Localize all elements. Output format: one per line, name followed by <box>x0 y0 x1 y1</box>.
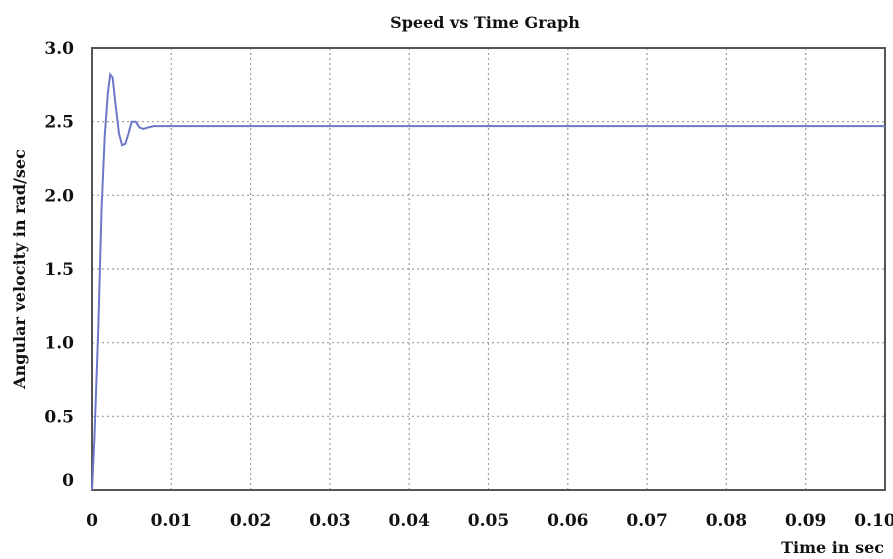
x-tick-label: 0 <box>86 511 98 531</box>
series-layer <box>91 72 885 491</box>
plot-frame <box>91 47 886 491</box>
x-tick-label: 0.06 <box>547 511 588 531</box>
y-tick-label: 3.0 <box>44 39 74 59</box>
grid <box>92 48 885 490</box>
x-tick-label: 0.10 <box>854 511 893 531</box>
x-tick-labels: 0 0.01 0.02 0.03 0.04 0.05 0.06 0.07 0.08 0.09 0.1… <box>86 511 893 531</box>
chart-title: Speed vs Time Graph <box>390 13 580 32</box>
x-tick-label: 0.04 <box>388 511 430 531</box>
y-tick-label: 1.5 <box>44 260 74 280</box>
speed-series-line <box>91 72 885 491</box>
y-tick-label: 0.5 <box>44 407 74 427</box>
x-axis-label: Time in sec <box>781 538 884 557</box>
x-tick-label: 0.07 <box>626 511 667 531</box>
x-tick-label: 0.03 <box>309 511 350 531</box>
x-tick-label: 0.02 <box>230 511 271 531</box>
y-tick-label: 1.0 <box>44 334 74 354</box>
y-tick-labels: 0 0.5 1.0 1.5 2.0 2.5 3.0 <box>44 39 74 491</box>
y-tick-label: 2.5 <box>44 113 74 133</box>
y-tick-label: 0 <box>62 471 74 491</box>
y-axis-label: Angular velocity in rad/sec <box>10 149 29 390</box>
x-tick-label: 0.05 <box>468 511 509 531</box>
y-tick-label: 2.0 <box>44 186 74 206</box>
x-tick-label: 0.09 <box>785 511 826 531</box>
x-tick-label: 0.01 <box>151 511 192 531</box>
x-tick-label: 0.08 <box>706 511 747 531</box>
